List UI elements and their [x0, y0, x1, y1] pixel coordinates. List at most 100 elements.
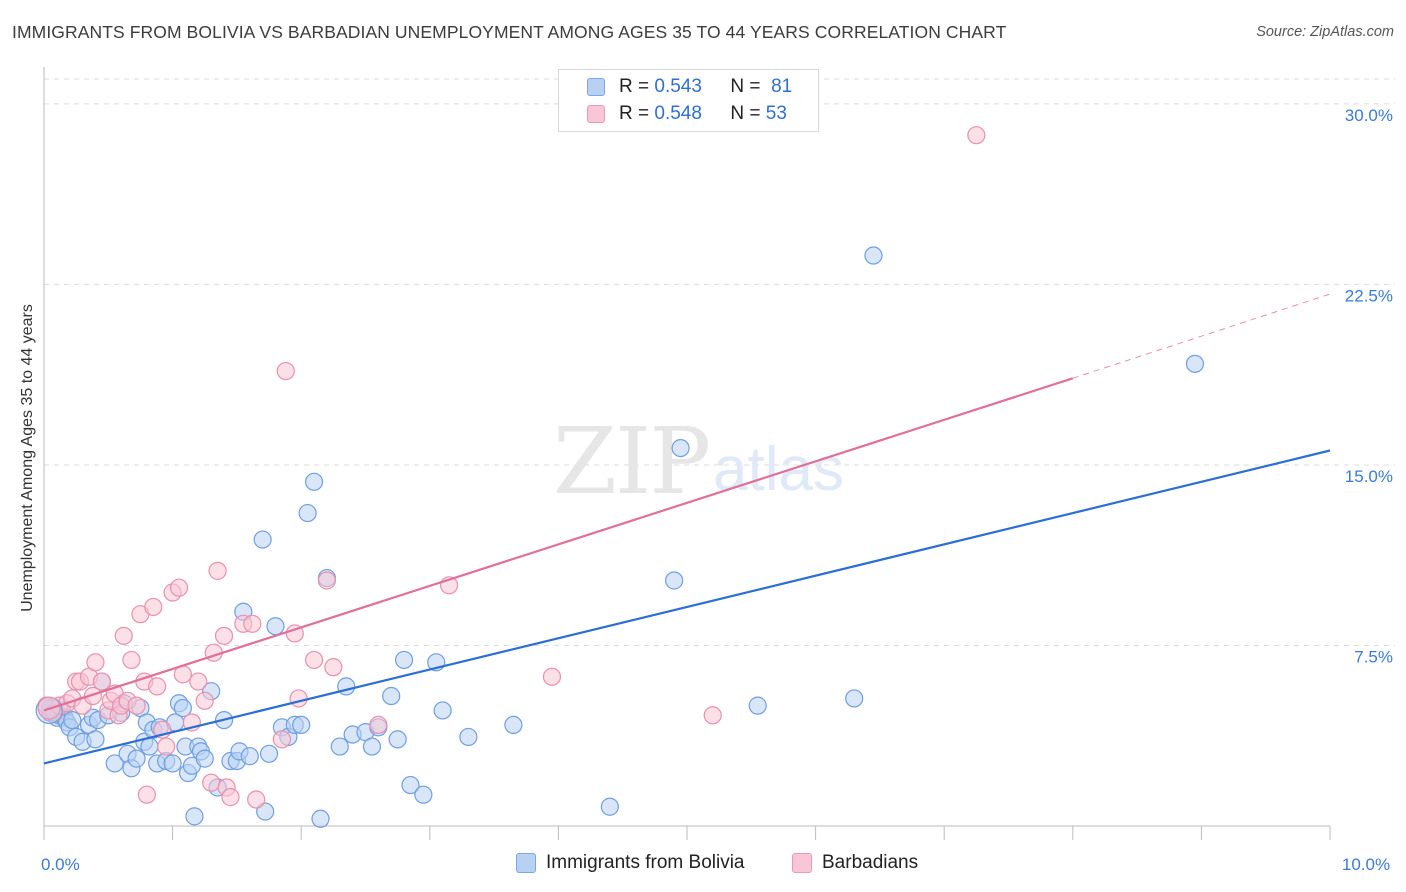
- blue-data-point: [259, 744, 279, 763]
- legend-row-bolivia: R = 0.543 N = 81: [559, 74, 792, 100]
- pink-data-point: [247, 790, 266, 809]
- bottom-legend-swatch-pink: [792, 853, 812, 873]
- blue-data-point: [671, 438, 690, 458]
- legend-n-label: N =: [730, 103, 761, 124]
- blue-data-point: [63, 710, 82, 730]
- blue-data-point: [388, 730, 407, 749]
- bottom-legend-label-bolivia: Immigrants from Bolivia: [546, 852, 745, 873]
- blue-data-point: [105, 754, 124, 773]
- pink-trend-extension: [1072, 293, 1331, 379]
- legend-n-value: 53: [765, 103, 787, 124]
- pink-data-point: [276, 361, 295, 381]
- pink-data-point: [169, 578, 189, 597]
- pink-data-point: [221, 788, 240, 807]
- legend-r-label: R =: [619, 76, 650, 97]
- y-tick-label: 22.5%: [1345, 286, 1393, 305]
- legend-swatch-blue: [587, 78, 605, 96]
- blue-data-point: [240, 747, 259, 766]
- y-tick-label: 7.5%: [1354, 647, 1393, 666]
- pink-data-point: [703, 706, 722, 725]
- blue-data-point: [298, 503, 317, 523]
- blue-data-point: [600, 797, 619, 816]
- pink-data-point: [317, 571, 337, 590]
- legend-swatch-pink: [587, 105, 605, 123]
- blue-data-point: [266, 617, 285, 636]
- pink-data-point: [202, 773, 221, 792]
- pink-data-point: [967, 126, 986, 145]
- bottom-legend-bolivia: Immigrants from Bolivia: [516, 852, 745, 874]
- blue-data-point: [414, 785, 433, 804]
- y-tick-label: 15.0%: [1345, 467, 1393, 486]
- pink-data-point: [189, 672, 208, 691]
- legend-row-barbadians: R = 0.548 N = 53: [559, 101, 787, 127]
- pink-data-point: [304, 650, 324, 670]
- blue-data-point: [173, 698, 192, 718]
- blue-data-point: [311, 809, 330, 828]
- blue-data-point: [304, 472, 324, 491]
- blue-data-point: [86, 730, 105, 749]
- blue-data-point: [195, 749, 214, 768]
- bottom-legend-swatch-blue: [516, 853, 536, 873]
- pink-data-point: [137, 785, 156, 804]
- legend-r-value: 0.548: [654, 103, 702, 124]
- pink-data-point: [148, 677, 167, 696]
- pink-trend-line: [43, 377, 1074, 712]
- blue-data-point: [401, 775, 420, 795]
- y-tick-label: 30.0%: [1345, 106, 1393, 125]
- source-credit: Source: ZipAtlas.com: [1256, 24, 1394, 40]
- chart-title: IMMIGRANTS FROM BOLIVIA VS BARBADIAN UNE…: [12, 22, 1007, 42]
- blue-data-point: [140, 737, 159, 756]
- blue-data-point: [665, 571, 684, 590]
- blue-data-point: [845, 689, 864, 708]
- pink-data-point: [122, 650, 141, 670]
- pink-data-point: [144, 597, 163, 617]
- x-tick-label: 10.0%: [1342, 855, 1390, 874]
- blue-data-point: [253, 530, 272, 549]
- legend-n-value: 81: [771, 76, 793, 97]
- blue-data-point: [382, 686, 401, 706]
- tick-labels: 7.5% 15.0% 22.5% 30.0% 0.0% 10.0%: [41, 106, 1393, 874]
- blue-data-point: [256, 802, 275, 821]
- blue-data-point: [864, 246, 883, 265]
- blue-data-point: [459, 727, 478, 747]
- watermark-atlas: atlas: [713, 435, 844, 504]
- pink-data-point: [369, 715, 388, 735]
- bottom-legend-barbadians: Barbadians: [792, 852, 918, 874]
- blue-data-point: [330, 737, 349, 756]
- pink-data-point: [272, 730, 292, 749]
- pink-data-point: [86, 653, 105, 672]
- blue-data-point: [185, 807, 204, 826]
- pink-data-point: [195, 691, 214, 710]
- legend-r-label: R =: [619, 103, 650, 124]
- pink-data-point: [324, 658, 343, 677]
- legend-r-value: 0.543: [654, 76, 702, 97]
- watermark: ZIP atlas: [553, 408, 844, 515]
- trend-lines: [43, 293, 1331, 765]
- blue-data-point: [748, 696, 767, 715]
- watermark-zip: ZIP: [553, 408, 709, 515]
- pink-data-point: [127, 696, 146, 715]
- pink-data-point: [157, 737, 176, 756]
- pink-data-point: [542, 667, 562, 686]
- legend-n-label: N =: [730, 76, 761, 97]
- pink-data-point: [114, 626, 133, 645]
- blue-data-point: [504, 715, 523, 735]
- pink-data-point: [289, 689, 308, 708]
- bottom-legend-label-barbadians: Barbadians: [822, 852, 919, 873]
- blue-data-point: [292, 715, 311, 735]
- blue-trend-line: [43, 449, 1331, 765]
- blue-data-point: [1185, 354, 1205, 373]
- blue-data-point: [362, 737, 382, 756]
- blue-data-point: [127, 749, 146, 768]
- stats-legend: R = 0.543 N = 81 R = 0.548 N = 53: [558, 69, 819, 132]
- pink-data-point: [92, 672, 111, 691]
- pink-data-point: [243, 614, 262, 633]
- pink-data-point: [214, 626, 234, 645]
- blue-data-point: [394, 650, 414, 670]
- blue-data-point: [433, 701, 452, 720]
- pink-data-point: [208, 561, 227, 580]
- x-tick-label: 0.0%: [41, 855, 80, 874]
- pink-data-point: [83, 686, 102, 706]
- blue-data-point: [163, 754, 182, 773]
